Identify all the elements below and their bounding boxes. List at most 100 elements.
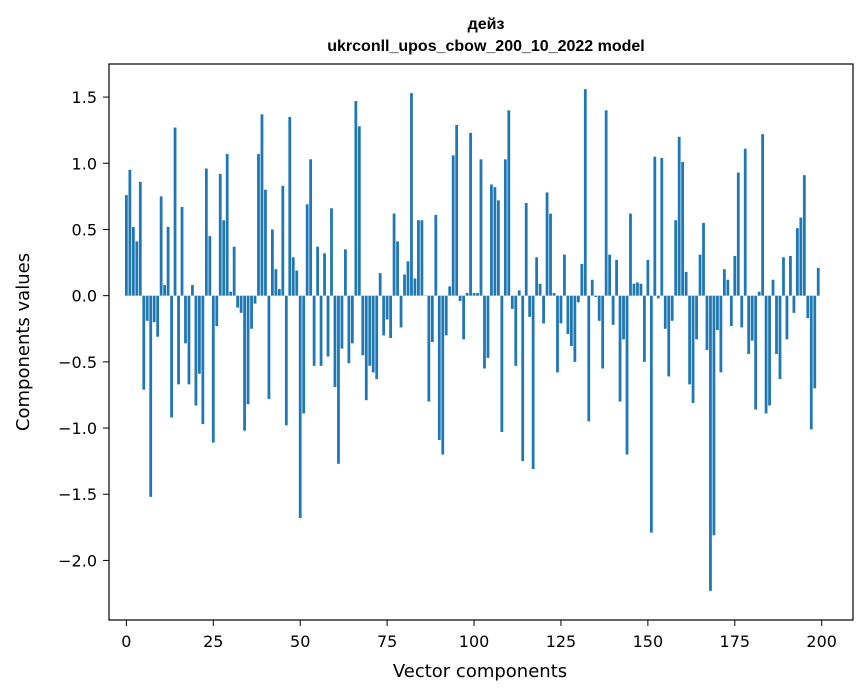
bar-197 bbox=[809, 295, 813, 430]
bar-147 bbox=[636, 282, 639, 296]
bar-182 bbox=[757, 291, 761, 296]
bar-181 bbox=[754, 295, 758, 410]
bar-125 bbox=[559, 295, 563, 324]
bar-139 bbox=[608, 254, 612, 296]
bar-185 bbox=[768, 295, 771, 406]
bar-189 bbox=[782, 257, 785, 296]
bar-75 bbox=[385, 295, 389, 320]
bar-173 bbox=[726, 279, 730, 296]
bar-4 bbox=[138, 181, 142, 296]
bar-17 bbox=[184, 295, 187, 344]
bar-45 bbox=[281, 185, 285, 296]
bar-92 bbox=[444, 295, 448, 336]
bar-156 bbox=[667, 295, 671, 377]
bar-170 bbox=[716, 295, 719, 331]
bar-195 bbox=[802, 175, 806, 296]
bar-199 bbox=[816, 267, 820, 296]
x-tick-label: 75 bbox=[377, 632, 397, 651]
bar-198 bbox=[813, 295, 817, 389]
bar-186 bbox=[771, 279, 775, 296]
bar-160 bbox=[681, 161, 685, 296]
bar-3 bbox=[135, 241, 139, 296]
bar-193 bbox=[795, 228, 799, 296]
bar-175 bbox=[733, 255, 737, 296]
bar-28 bbox=[222, 220, 226, 296]
bar-134 bbox=[590, 279, 594, 296]
bar-152 bbox=[653, 156, 657, 296]
bar-32 bbox=[236, 295, 240, 308]
bar-115 bbox=[524, 203, 528, 296]
bar-53 bbox=[309, 159, 313, 296]
bar-46 bbox=[284, 295, 288, 426]
bar-109 bbox=[503, 159, 507, 296]
bar-172 bbox=[722, 269, 726, 296]
bar-137 bbox=[601, 295, 605, 369]
bar-42 bbox=[271, 229, 274, 296]
bar-166 bbox=[702, 222, 705, 296]
bar-74 bbox=[382, 295, 386, 336]
bar-105 bbox=[490, 184, 493, 296]
bar-143 bbox=[622, 295, 625, 340]
bar-171 bbox=[719, 295, 723, 373]
bar-131 bbox=[580, 263, 584, 296]
chart-subtitle: ukrconll_upos_cbow_200_10_2022 model bbox=[327, 38, 644, 55]
x-axis-label: Vector components bbox=[393, 661, 567, 682]
bar-126 bbox=[563, 254, 566, 296]
x-tick-label: 25 bbox=[203, 632, 223, 651]
bar-37 bbox=[253, 295, 257, 304]
bar-119 bbox=[538, 283, 542, 296]
bar-34 bbox=[243, 295, 246, 431]
bar-76 bbox=[389, 295, 392, 339]
bar-82 bbox=[410, 93, 413, 296]
bar-106 bbox=[493, 187, 497, 296]
bar-63 bbox=[344, 249, 347, 296]
bar-24 bbox=[208, 236, 212, 296]
bar-7 bbox=[149, 295, 153, 497]
bar-188 bbox=[778, 295, 782, 380]
bar-141 bbox=[615, 259, 618, 296]
bar-129 bbox=[573, 295, 577, 362]
bar-161 bbox=[684, 271, 688, 296]
y-tick-label: −0.5 bbox=[58, 353, 97, 372]
bar-153 bbox=[656, 295, 660, 299]
bar-95 bbox=[455, 124, 459, 296]
bar-85 bbox=[420, 220, 424, 296]
bar-38 bbox=[257, 154, 260, 296]
bar-164 bbox=[695, 295, 698, 340]
bar-130 bbox=[576, 295, 580, 303]
bar-67 bbox=[357, 126, 361, 296]
bar-190 bbox=[785, 295, 789, 340]
bar-117 bbox=[531, 295, 535, 470]
bar-0 bbox=[124, 195, 128, 296]
bar-111 bbox=[510, 295, 514, 309]
bar-60 bbox=[333, 295, 337, 388]
bar-127 bbox=[566, 295, 570, 335]
y-tick-label: 0.5 bbox=[72, 220, 97, 239]
bar-94 bbox=[451, 155, 455, 296]
bar-26 bbox=[215, 295, 219, 327]
bar-9 bbox=[156, 295, 160, 337]
bar-158 bbox=[674, 220, 678, 296]
bar-8 bbox=[152, 295, 156, 323]
bar-21 bbox=[198, 295, 201, 374]
bar-59 bbox=[330, 208, 333, 296]
bar-18 bbox=[187, 295, 191, 385]
bar-123 bbox=[552, 293, 556, 296]
bar-114 bbox=[521, 295, 525, 462]
bar-100 bbox=[472, 293, 476, 296]
bar-103 bbox=[483, 295, 486, 369]
bar-79 bbox=[399, 295, 403, 328]
bar-120 bbox=[542, 295, 545, 324]
bar-104 bbox=[486, 295, 490, 358]
bar-16 bbox=[180, 206, 184, 296]
bar-146 bbox=[632, 283, 636, 296]
x-tick-label: 0 bbox=[121, 632, 131, 651]
bar-128 bbox=[570, 295, 573, 346]
bar-10 bbox=[159, 196, 163, 296]
bar-14 bbox=[173, 127, 177, 296]
bar-165 bbox=[698, 254, 702, 296]
bar-29 bbox=[225, 154, 229, 296]
bar-80 bbox=[403, 274, 406, 296]
bar-33 bbox=[239, 295, 243, 313]
